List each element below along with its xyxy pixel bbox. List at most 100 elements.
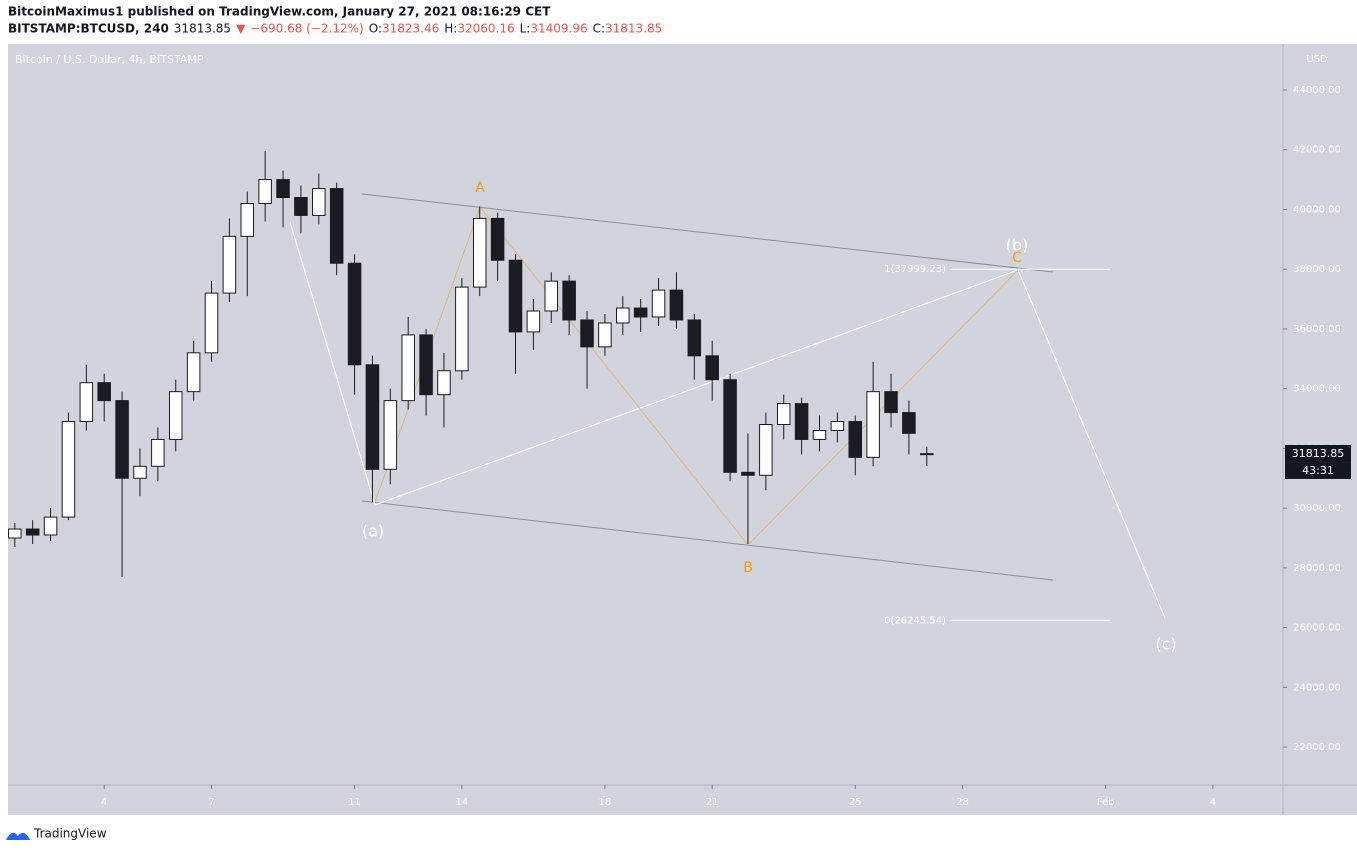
chart-title: Bitcoin / U.S. Dollar, 4h, BITSTAMP [15, 53, 204, 66]
logo-icon [6, 832, 30, 840]
candle-body [79, 382, 94, 423]
quote-part: −690.68 (−2.12%) [250, 22, 363, 36]
wave-label: (a) [362, 522, 384, 541]
candle-body [598, 322, 612, 348]
x-tick-label: 18 [599, 797, 612, 808]
candle-body [687, 319, 702, 357]
candle-body [383, 400, 398, 470]
y-tick-label: 30000.00 [1293, 503, 1341, 514]
candle-body [455, 286, 469, 372]
candle-body [151, 438, 165, 467]
candle-body [365, 364, 380, 470]
candle-body [347, 262, 362, 366]
candle-body [776, 403, 791, 426]
candle-body [43, 516, 58, 536]
quote-part: BITSTAMP:BTCUSD, 240 [8, 22, 169, 36]
y-tick-label: 26000.00 [1293, 623, 1341, 634]
y-tick-label: 40000.00 [1293, 204, 1341, 215]
candle-body [902, 412, 916, 434]
countdown-tag [1285, 462, 1351, 479]
x-tick-label: Feb [1097, 797, 1115, 808]
y-tick-label: 24000.00 [1293, 682, 1341, 693]
candle-body [508, 259, 523, 333]
candle-body [741, 471, 755, 476]
quote-part: 32060.16 [457, 22, 514, 36]
candle-body [222, 235, 237, 294]
candle-body [168, 391, 183, 440]
x-tick-label: 21 [706, 797, 719, 808]
x-tick-label: 4 [1210, 797, 1216, 808]
candle-body [25, 528, 40, 536]
candle-body [794, 403, 809, 440]
candle-body [258, 179, 272, 204]
candle-body [437, 370, 451, 396]
candle-body [490, 217, 505, 261]
candle-body [633, 307, 648, 318]
candle-body [329, 188, 344, 264]
candle-body [97, 382, 111, 402]
candle-body [759, 424, 773, 476]
candle-body [705, 355, 719, 381]
y-tick-label: 44000.00 [1293, 85, 1341, 96]
wave-label: B [743, 560, 753, 576]
quote-part: 31813.85 [174, 22, 231, 36]
candle-body [276, 179, 290, 199]
quote-part: H: [444, 22, 457, 36]
x-tick-label: 14 [455, 797, 468, 808]
quote-part: L: [520, 22, 531, 36]
wave-label: C [1012, 250, 1022, 266]
candle-body [866, 391, 880, 458]
candle-body [651, 289, 666, 318]
price-tag [1285, 444, 1351, 463]
candle-body [419, 334, 433, 396]
channel-line [361, 500, 1054, 581]
candles [8, 151, 934, 577]
y-tick-label: 28000.00 [1293, 563, 1341, 574]
candle-body [669, 289, 684, 321]
quote-part: 31813.85 [605, 22, 662, 36]
candle-body [884, 391, 898, 414]
candle-body [401, 334, 415, 402]
candle-body [723, 379, 737, 473]
candle-body [204, 292, 219, 354]
candle-body [472, 217, 487, 288]
candle-body [526, 310, 541, 333]
candle-body [544, 280, 559, 312]
wave-label: A [475, 180, 485, 196]
x-tick-label: 28 [956, 797, 969, 808]
price-tag-label: 31813.85 [1292, 447, 1345, 460]
x-tick-label: 4 [101, 797, 107, 808]
candle-body [848, 421, 863, 458]
candle-body [830, 421, 845, 431]
x-tick-label: 7 [208, 797, 214, 808]
candle-body [186, 352, 201, 393]
y-tick-label: 38000.00 [1293, 264, 1341, 275]
y-tick-label: 42000.00 [1293, 145, 1341, 156]
quote-part: ▼ [236, 22, 246, 36]
channel-line [361, 193, 1054, 273]
quote-part: 31823.46 [382, 22, 439, 36]
byline: BitcoinMaximus1 published on TradingView… [8, 5, 551, 19]
fib-label: 1(37999.23) [884, 264, 946, 275]
wave-line [289, 221, 1166, 619]
candle-body [562, 280, 576, 321]
axis-unit: USD [1306, 54, 1328, 65]
y-tick-label: 36000.00 [1293, 324, 1341, 335]
candle-body [240, 202, 255, 237]
drawings [289, 193, 1166, 619]
candle-body [616, 307, 630, 324]
y-tick-label: 34000.00 [1293, 384, 1341, 395]
countdown: 43:31 [1302, 464, 1334, 477]
candle-body [115, 400, 129, 479]
candle-body [580, 319, 594, 348]
quote-part: 31409.96 [530, 22, 587, 36]
candle-body [133, 465, 147, 479]
brand: TradingView [33, 827, 107, 841]
price-axis [1283, 44, 1357, 815]
time-axis [8, 785, 1283, 815]
wave-label: (c) [1155, 635, 1176, 654]
candle-body [920, 453, 934, 456]
candle-body [812, 429, 827, 440]
quote-part: C: [593, 22, 605, 36]
